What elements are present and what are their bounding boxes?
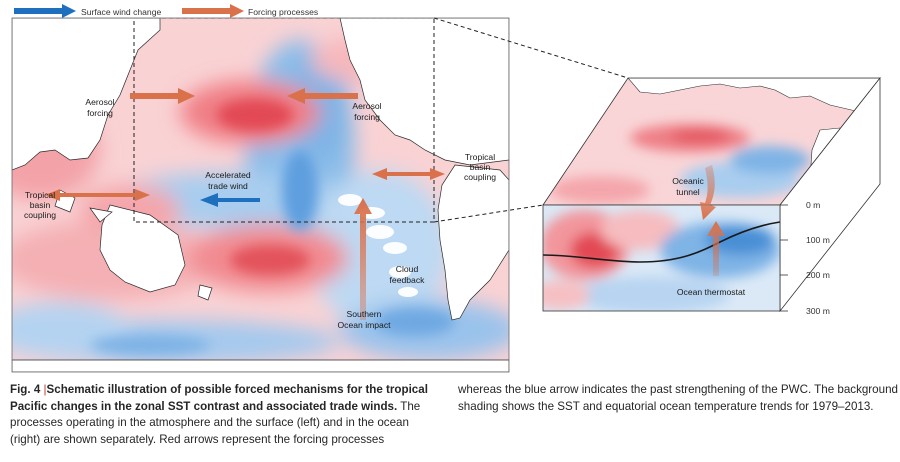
depth-tick-100: 100 m: [806, 235, 830, 245]
legend: Surface wind change Forcing processes: [14, 4, 318, 18]
aerosol-forcing-right-arrow: [287, 88, 358, 104]
tropical-right-line3: coupling: [464, 172, 496, 182]
tropical-left-line3: coupling: [24, 210, 56, 220]
legend-wind-arrow: [14, 4, 76, 18]
accelerated-line2: trade wind: [208, 181, 248, 191]
tunnel-line1: Oceanic: [672, 176, 704, 186]
accelerated-line1: Accelerated: [205, 170, 251, 180]
ocean-thermostat-arrow: [707, 221, 725, 276]
accelerated-trade-wind-arrow: [200, 193, 260, 207]
oceanic-tunnel-arrow: [700, 165, 716, 220]
tunnel-line2: tunnel: [676, 187, 700, 197]
southern-line2: Ocean impact: [337, 320, 391, 330]
legend-forcing-label: Forcing processes: [248, 7, 318, 17]
figure-caption-right: whereas the blue arrow indicates the pas…: [458, 382, 898, 415]
legend-wind-label: Surface wind change: [81, 7, 161, 17]
caption-title: Schematic illustration of possible force…: [10, 383, 428, 413]
tropical-basin-coupling-right-arrow: [372, 168, 445, 180]
ocean-thermostat-label: Ocean thermostat: [677, 287, 746, 297]
thermocline-line: [543, 221, 780, 263]
caption-body-left: The processes operating in the atmospher…: [10, 399, 421, 446]
caption-body-right: whereas the blue arrow indicates the pas…: [458, 383, 898, 413]
ocean-box: 0 m 100 m 200 m 300 m Oceanic tunnel Oce…: [542, 76, 881, 316]
tropical-right-line1: Tropical: [465, 152, 495, 162]
southern-ocean-impact-arrow: [354, 198, 372, 320]
tropical-basin-coupling-left-arrow: [45, 189, 150, 201]
map-labels: Aerosol forcing Aerosol forcing Accelera…: [24, 97, 496, 330]
sst-map: [12, 18, 509, 372]
focus-region-box: [133, 18, 435, 223]
depth-axis: [780, 204, 788, 312]
tropical-left-line1: Tropical: [25, 190, 55, 200]
continents: [12, 18, 509, 372]
southern-line1: Southern: [347, 309, 382, 319]
caption-separator: |: [43, 383, 47, 396]
figure-label: Fig. 4: [10, 383, 41, 396]
depth-tick-300: 300 m: [806, 306, 830, 316]
tropical-right-line2: basin: [470, 162, 491, 172]
cloud-line2: feedback: [390, 275, 426, 285]
aerosol-forcing-left-arrow: [130, 88, 195, 104]
aerosol-right-line2: forcing: [354, 112, 380, 122]
cloud-line1: Cloud: [396, 264, 419, 274]
figure-caption-left: Fig. 4 |Schematic illustration of possib…: [10, 382, 442, 448]
aerosol-right-line1: Aerosol: [352, 101, 381, 111]
depth-tick-200: 200 m: [806, 270, 830, 280]
depth-tick-0: 0 m: [806, 200, 820, 210]
map-arrows: [45, 88, 445, 320]
legend-forcing-arrow: [182, 4, 244, 18]
aerosol-left-line1: Aerosol: [85, 97, 114, 107]
aerosol-left-line2: forcing: [87, 108, 113, 118]
tropical-left-line2: basin: [30, 200, 51, 210]
zoom-connectors: [433, 17, 629, 223]
cloud-icons: [338, 194, 418, 297]
